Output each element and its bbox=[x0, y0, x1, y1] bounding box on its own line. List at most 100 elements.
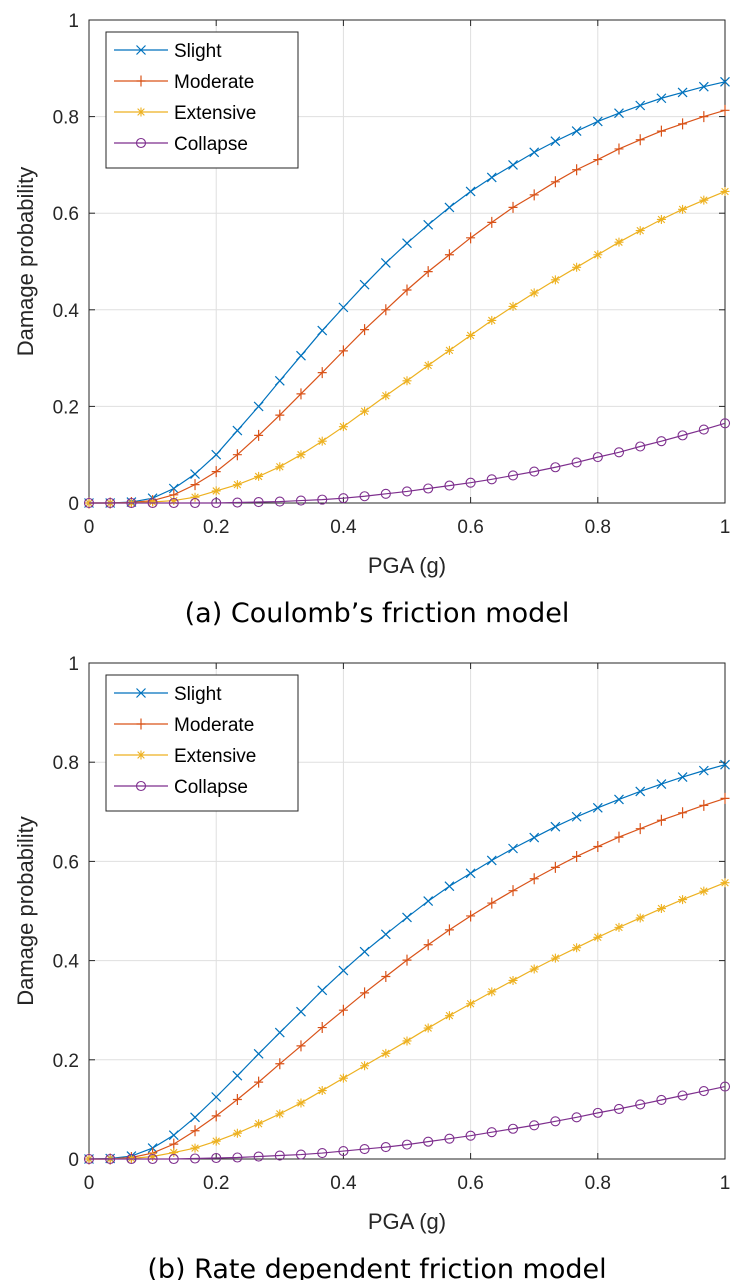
y-tick-label: 0.6 bbox=[53, 852, 79, 873]
data-point bbox=[126, 497, 137, 509]
data-point bbox=[719, 1081, 731, 1092]
data-point bbox=[656, 1094, 667, 1106]
data-point bbox=[359, 279, 370, 290]
data-point bbox=[232, 1152, 243, 1163]
data-point bbox=[274, 1150, 285, 1161]
data-point bbox=[317, 1147, 328, 1159]
data-point bbox=[550, 1116, 561, 1127]
data-point bbox=[402, 1036, 412, 1046]
data-point bbox=[487, 315, 497, 325]
data-point bbox=[571, 1112, 582, 1123]
legend-marker bbox=[136, 718, 146, 730]
chart-coulomb-friction: 0 0.2 0.4 0.6 0.8 1 0 0.2 0.4 0.6 0.8 1 PGA (g) Damag… bbox=[13, 11, 730, 629]
data-point bbox=[274, 1027, 285, 1038]
series-moderate bbox=[84, 104, 730, 509]
data-point bbox=[338, 345, 348, 357]
data-point bbox=[380, 258, 391, 268]
data-point bbox=[677, 772, 688, 783]
axes-box bbox=[88, 662, 726, 1160]
data-point bbox=[529, 189, 539, 201]
data-point bbox=[275, 1058, 285, 1070]
data-point bbox=[550, 861, 560, 873]
data-point bbox=[720, 759, 730, 770]
data-point bbox=[338, 1146, 349, 1157]
data-point bbox=[317, 985, 328, 996]
data-point bbox=[402, 238, 412, 249]
data-point bbox=[592, 1107, 603, 1118]
data-point bbox=[360, 987, 370, 999]
data-point bbox=[507, 470, 519, 481]
data-point bbox=[529, 147, 540, 158]
data-point bbox=[572, 164, 582, 176]
data-point bbox=[529, 466, 540, 477]
data-point bbox=[656, 814, 666, 826]
data-point bbox=[529, 873, 539, 885]
data-point bbox=[699, 111, 709, 123]
series-line bbox=[89, 422, 726, 504]
legend-label: Moderate bbox=[174, 715, 254, 736]
data-point bbox=[232, 1093, 242, 1105]
data-point bbox=[253, 496, 264, 508]
data-point bbox=[296, 350, 306, 361]
data-point bbox=[254, 429, 264, 441]
data-point bbox=[487, 897, 497, 909]
data-point bbox=[677, 1090, 688, 1101]
data-point bbox=[466, 999, 476, 1009]
data-point bbox=[296, 1098, 306, 1108]
data-point bbox=[211, 1110, 221, 1122]
legend-label: Moderate bbox=[174, 72, 254, 93]
data-point bbox=[253, 401, 264, 412]
data-point bbox=[529, 964, 539, 974]
data-point bbox=[338, 422, 348, 432]
data-point bbox=[338, 965, 349, 976]
data-point bbox=[508, 201, 518, 213]
data-point bbox=[592, 452, 603, 463]
data-point bbox=[465, 477, 476, 488]
data-point bbox=[486, 172, 497, 183]
data-point bbox=[211, 486, 221, 496]
x-tick-label: 0 bbox=[84, 517, 95, 538]
data-point bbox=[720, 186, 730, 196]
data-point bbox=[190, 479, 200, 491]
data-point bbox=[444, 1011, 454, 1021]
data-point bbox=[720, 878, 730, 888]
data-point bbox=[486, 474, 497, 485]
x-tick-label: 0 bbox=[84, 1173, 95, 1194]
data-point bbox=[423, 483, 434, 494]
legend-label: Extensive bbox=[174, 746, 256, 767]
y-tick-label: 0 bbox=[68, 1150, 79, 1171]
data-point bbox=[465, 186, 476, 197]
data-point bbox=[635, 1099, 646, 1110]
data-point bbox=[359, 946, 370, 957]
data-point bbox=[550, 462, 561, 473]
data-point bbox=[635, 226, 645, 236]
data-point bbox=[381, 304, 391, 316]
x-tick-label: 0.2 bbox=[203, 1173, 229, 1194]
data-point bbox=[232, 480, 242, 490]
series-line bbox=[89, 1085, 726, 1160]
x-tick-label: 1 bbox=[720, 1173, 731, 1194]
data-point bbox=[678, 895, 688, 905]
data-point bbox=[444, 924, 454, 936]
data-point bbox=[572, 943, 582, 953]
data-point bbox=[211, 1152, 222, 1164]
data-point bbox=[381, 970, 391, 982]
data-point bbox=[360, 324, 370, 336]
data-point bbox=[380, 929, 391, 940]
data-point bbox=[656, 214, 666, 224]
legend-marker bbox=[136, 750, 146, 760]
legend-label: Collapse bbox=[174, 134, 248, 155]
data-point bbox=[529, 832, 540, 843]
data-point bbox=[359, 1144, 370, 1155]
data-point bbox=[254, 471, 264, 481]
x-axis-label: PGA (g) bbox=[368, 1209, 446, 1234]
data-point bbox=[635, 100, 646, 111]
data-point bbox=[360, 1061, 370, 1071]
data-point bbox=[593, 154, 603, 166]
legend-label: Extensive bbox=[174, 103, 256, 124]
data-point bbox=[614, 794, 624, 805]
data-point bbox=[402, 912, 412, 923]
data-point bbox=[635, 134, 645, 146]
data-point bbox=[550, 953, 560, 963]
y-tick-label: 0.6 bbox=[53, 204, 79, 225]
